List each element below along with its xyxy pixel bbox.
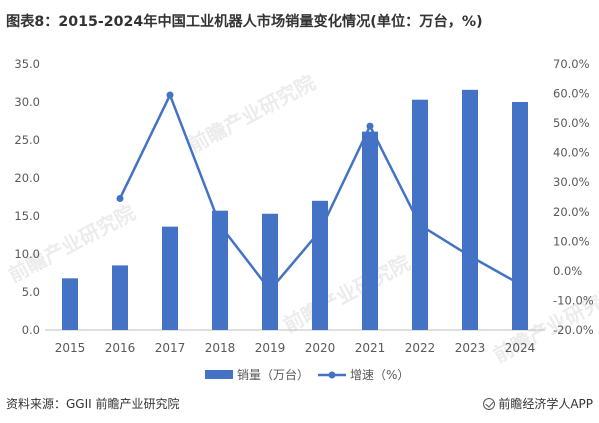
right-axis-tick-label: 60.0% (553, 87, 590, 101)
right-axis-tick-label: 70.0% (553, 57, 590, 71)
right-axis-tick-label: 0.0% (553, 264, 582, 278)
watermark-text: 前瞻产业研究院 (184, 70, 319, 157)
legend-bar-label: 销量（万台） (237, 367, 309, 382)
legend-line-label: 增速（%） (350, 368, 409, 382)
x-axis-tick-label: 2017 (155, 341, 186, 355)
x-axis-tick-label: 2021 (355, 341, 386, 355)
right-axis-tick-label: 30.0% (553, 175, 590, 189)
left-axis-tick-label: 0.0 (22, 323, 40, 337)
x-axis-tick-label: 2023 (455, 341, 486, 355)
left-axis-tick-label: 10.0 (14, 247, 40, 261)
left-axis-tick-label: 5.0 (22, 285, 40, 299)
growth-point (366, 122, 374, 130)
left-axis-tick-label: 15.0 (14, 209, 40, 223)
x-axis-tick-label: 2018 (205, 341, 236, 355)
watermark-text: 前瞻产业研究院 (279, 250, 414, 337)
left-axis-tick-label: 20.0 (14, 171, 40, 185)
brand-label: 前瞻经济学人APP (498, 397, 593, 411)
x-axis-tick-label: 2020 (305, 341, 336, 355)
x-axis-tick-label: 2019 (255, 341, 286, 355)
bar (362, 131, 378, 330)
legend-bar-swatch (205, 370, 233, 379)
legend-line-marker (328, 371, 336, 379)
bar (512, 102, 528, 330)
x-axis-tick-label: 2016 (105, 341, 136, 355)
brand-check-icon (483, 398, 496, 410)
right-axis-tick-label: -20.0% (553, 323, 594, 337)
bar (312, 200, 328, 330)
growth-line (118, 93, 521, 292)
x-axis-tick-label: 2022 (405, 341, 436, 355)
growth-point (166, 91, 174, 99)
right-axis-tick-label: 10.0% (553, 234, 590, 248)
bar (262, 213, 278, 330)
left-axis-tick-label: 25.0 (14, 133, 40, 147)
bar (112, 265, 128, 330)
right-axis-tick-label: 50.0% (553, 116, 590, 130)
bar (412, 99, 428, 330)
right-axis-tick-label: 40.0% (553, 146, 590, 160)
bar (162, 226, 178, 330)
right-axis-tick-label: -10.0% (553, 293, 594, 307)
chart-title: 图表8：2015-2024年中国工业机器人市场销量变化情况(单位：万台，%) (6, 14, 483, 30)
x-axis-tick-label: 2024 (505, 341, 536, 355)
bar (212, 210, 228, 330)
x-axis-tick-label: 2015 (55, 341, 86, 355)
growth-point (116, 194, 124, 202)
right-axis-tick-label: 20.0% (553, 205, 590, 219)
left-axis-tick-label: 35.0 (14, 57, 40, 71)
left-axis-tick-label: 30.0 (14, 95, 40, 109)
bar (62, 278, 78, 330)
source-note: 资料来源：GGII 前瞻产业研究院 (6, 397, 180, 411)
bar (462, 89, 478, 330)
brand-footer: 前瞻经济学人APP (483, 395, 593, 412)
